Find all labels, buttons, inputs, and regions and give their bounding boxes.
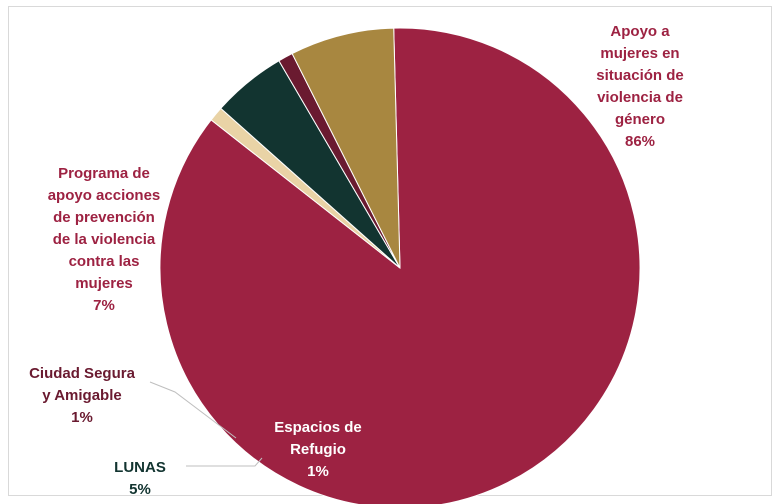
slice-label-4: Programa de apoyo acciones de prevención de…: [48, 165, 161, 314]
leader-line-2: [186, 457, 263, 467]
slice-label-1: Espacios de Refugio 1%: [274, 419, 362, 480]
pie-slice-4: [291, 27, 401, 269]
leader-line-3: [149, 381, 237, 439]
slice-label-0: Apoyo a mujeres en situación de violencia d…: [596, 23, 684, 150]
slice-label-2: LUNAS 5%: [114, 459, 166, 498]
slice-label-3: Ciudad Segura y Amigable 1%: [29, 365, 136, 426]
